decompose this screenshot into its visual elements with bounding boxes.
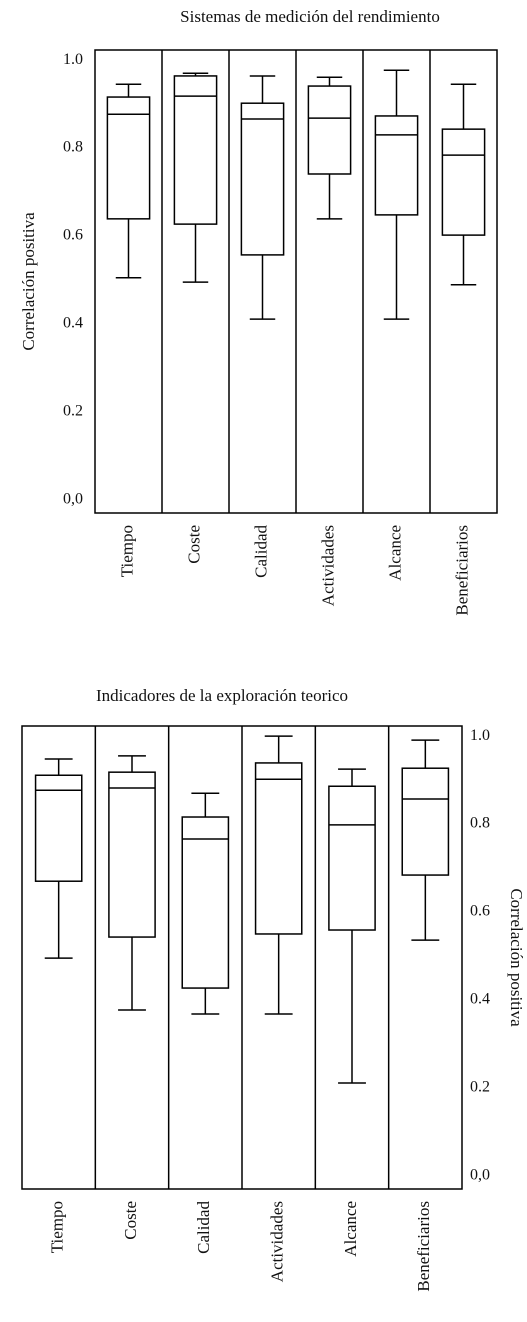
x-tick-label: Actividades [268,1201,287,1282]
box [181,816,230,989]
chart-title: Indicadores de la exploración teorico [96,686,348,705]
box [307,85,352,175]
y-tick-label: 0.4 [470,991,490,1008]
x-tick-label: Coste [121,1201,140,1240]
box [328,785,376,931]
x-tick-label: Alcance [385,525,404,581]
x-tick-label: Actividades [318,525,337,606]
box [173,75,218,225]
y-tick-label: 1.0 [63,51,83,68]
y-tick-label: 0.6 [470,903,490,920]
x-tick-label: Calidad [194,1201,213,1254]
box [254,762,303,935]
chart-title: Sistemas de medición del rendimiento [180,7,440,26]
x-tick-label: Beneficiarios [414,1201,433,1292]
box [401,767,450,876]
x-tick-label: Tiempo [117,525,136,577]
y-tick-label: 0,0 [63,490,83,507]
y-tick-label: 0.2 [63,403,83,420]
y-tick-label: 1.0 [470,727,490,744]
box [34,774,83,882]
y-tick-label: 0,0 [470,1166,490,1183]
x-tick-label: Calidad [251,525,270,578]
box [240,102,285,256]
x-tick-label: Alcance [341,1201,360,1257]
y-tick-label: 0.6 [63,227,83,244]
y-tick-label: 0.2 [470,1079,490,1096]
y-axis-label: Correlación positiva [507,888,526,1027]
box [374,115,419,216]
x-tick-label: Tiempo [48,1201,67,1253]
box [441,128,486,236]
y-tick-label: 0.4 [63,315,83,332]
x-tick-label: Beneficiarios [452,525,471,616]
box [106,96,151,220]
box [108,771,156,938]
x-tick-label: Coste [184,525,203,564]
y-tick-label: 0.8 [63,139,83,156]
y-tick-label: 0.8 [470,815,490,832]
y-axis-label: Correlación positiva [19,212,38,351]
